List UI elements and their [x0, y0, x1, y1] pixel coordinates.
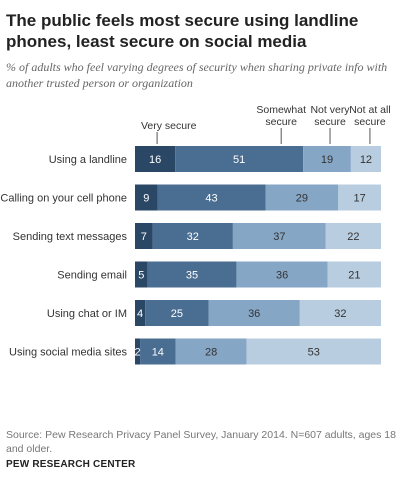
data-label: 32: [334, 308, 346, 320]
bar-segment: [135, 223, 153, 249]
bar-segment: [135, 261, 148, 288]
data-label: 19: [321, 154, 333, 166]
chart-subtitle: % of adults who feel varying degrees of …: [6, 60, 388, 90]
category-label: Sending text messages: [13, 231, 128, 243]
data-label: 36: [276, 270, 288, 282]
bar-segment: [175, 146, 304, 172]
data-label: 36: [248, 308, 260, 320]
bar-segment: [303, 146, 351, 172]
bar-segment: [145, 300, 209, 326]
category-label: Using chat or IM: [47, 308, 127, 320]
bar-segment: [175, 338, 247, 365]
bar-segment: [265, 184, 339, 211]
data-label: 17: [354, 193, 366, 205]
category-label: Sending email: [57, 270, 127, 282]
data-label: 9: [143, 193, 149, 205]
data-label: 25: [171, 308, 183, 320]
bar-segment: [350, 146, 381, 172]
bar-segment: [152, 223, 233, 249]
data-label: 14: [152, 347, 164, 359]
legend-label: Not very secure: [310, 104, 350, 128]
data-label: 21: [348, 270, 360, 282]
category-label: Using a landline: [49, 154, 127, 166]
bar-segment: [140, 338, 176, 365]
data-label: 7: [141, 231, 147, 243]
data-label: 12: [360, 154, 372, 166]
data-label: 2: [134, 347, 140, 359]
bar-segment: [135, 338, 141, 365]
bar-segment: [135, 184, 158, 211]
data-label: 43: [205, 193, 217, 205]
data-label: 53: [308, 347, 320, 359]
chart-title: The public feels most secure using landl…: [6, 11, 359, 51]
bar-segment: [208, 300, 300, 326]
bar-segment: [236, 261, 328, 288]
legend-label: Very secure: [141, 120, 197, 132]
data-label: 51: [233, 154, 245, 166]
data-label: 22: [347, 231, 359, 243]
bar-segment: [327, 261, 381, 288]
bar-segment: [232, 223, 326, 249]
data-label: 16: [149, 154, 161, 166]
bar-segment: [246, 338, 381, 365]
bar-segment: [147, 261, 237, 288]
organization-name: PEW RESEARCH CENTER: [6, 459, 136, 470]
stacked-bar-chart: Using a landline 16 51 19 12 Calling on your …: [0, 104, 391, 365]
source-note: Source: Pew Research Privacy Panel Surve…: [6, 429, 396, 455]
category-label: Using social media sites: [9, 347, 127, 359]
legend-label: Not at all secure: [349, 104, 390, 128]
bar-segment: [135, 146, 176, 172]
bar-segment: [299, 300, 381, 326]
data-label: 35: [186, 270, 198, 282]
bar-segment: [338, 184, 381, 211]
data-label: 4: [137, 308, 143, 320]
bar-segment: [157, 184, 266, 211]
data-label: 5: [138, 270, 144, 282]
data-label: 29: [296, 193, 308, 205]
legend-label: Somewhat secure: [256, 104, 306, 128]
bar-segment: [135, 300, 146, 326]
category-label: Calling on your cell phone: [0, 193, 127, 205]
data-label: 37: [273, 231, 285, 243]
data-label: 28: [205, 347, 217, 359]
data-label: 32: [187, 231, 199, 243]
bar-segment: [325, 223, 381, 249]
